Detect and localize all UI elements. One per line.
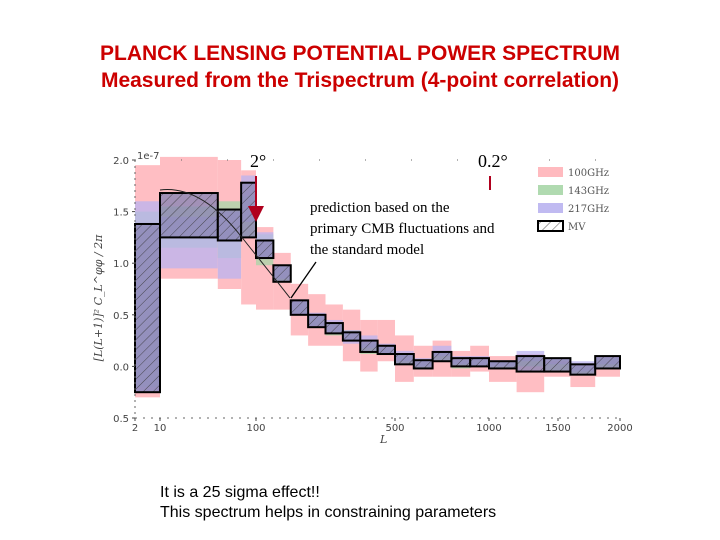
x-axis-label: L — [379, 433, 387, 446]
legend-swatch-1 — [538, 185, 563, 195]
mv-box-bin-9 — [341, 331, 362, 342]
legend-label-1: 143GHz — [568, 186, 609, 197]
mv-box-bin-17 — [488, 360, 518, 370]
legend-label-3: MV — [568, 222, 586, 233]
mv-box-bin-0 — [134, 222, 161, 394]
mv-box-bin-4 — [255, 239, 275, 260]
mv-box-bin-19 — [543, 357, 572, 373]
page-subtitle: Measured from the Trispectrum (4-point c… — [100, 69, 620, 92]
x-tick-label-5: 1500 — [545, 423, 570, 434]
footer-line-2: This spectrum helps in constraining para… — [160, 504, 497, 521]
legend-swatch-2 — [538, 203, 563, 213]
page-title: PLANCK LENSING POTENTIAL POWER SPECTRUM — [100, 42, 620, 65]
band-c100-bin-11 — [377, 319, 395, 362]
x-tick-label-3: 500 — [385, 423, 404, 434]
y-tick-label-2: 0.5 — [113, 311, 129, 322]
legend-label-2: 217GHz — [568, 204, 609, 215]
band-c217-bin-14 — [432, 345, 452, 357]
y-tick-label-1: 0.0 — [113, 362, 129, 373]
scale-2deg-label: 2° — [250, 151, 266, 171]
y-axis-label: [L(L+1)]² C_L^φφ / 2π — [92, 234, 105, 361]
mv-box-bin-11 — [376, 344, 396, 356]
mv-box-bin-1 — [159, 192, 219, 239]
y-tick-label-5: 2.0 — [113, 156, 129, 167]
y-tick-label-0: 0.5 — [113, 414, 129, 425]
prediction-pointer — [290, 261, 317, 299]
prediction-label-line-1: prediction based on the — [310, 200, 450, 216]
mv-box-bin-5 — [272, 264, 292, 283]
x-tick-label-4: 1000 — [476, 423, 501, 434]
prediction-label-line-3: the standard model — [310, 242, 424, 258]
y-tick-label-4: 1.5 — [113, 208, 129, 219]
mv-box-bin-13 — [412, 359, 434, 370]
mv-box-bin-18 — [515, 355, 546, 373]
mv-box-bin-8 — [324, 322, 344, 335]
x-tick-label-0: 2 — [132, 423, 138, 434]
mv-box-bin-21 — [594, 355, 622, 370]
legend-swatch-0 — [538, 167, 563, 177]
mv-box-bin-7 — [307, 313, 327, 329]
mv-box-bin-12 — [394, 353, 415, 366]
x-tick-label-2: 100 — [246, 423, 265, 434]
prediction-label-line-2: primary CMB fluctuations and — [310, 221, 495, 237]
legend-label-0: 100GHz — [568, 168, 609, 179]
mv-box-bin-14 — [431, 350, 453, 363]
mv-box-bin-3 — [240, 181, 257, 239]
y-exponent-label: 1e-7 — [137, 151, 160, 162]
mv-box-bin-6 — [289, 299, 310, 316]
y-tick-label-3: 1.0 — [113, 259, 129, 270]
footer-line-1: It is a 25 sigma effect!! — [160, 484, 320, 501]
x-tick-label-1: 10 — [154, 423, 167, 434]
x-tick-label-6: 2000 — [607, 423, 632, 434]
theory-curve — [159, 189, 291, 299]
legend-swatch-3 — [537, 220, 564, 232]
mv-box-bin-16 — [469, 357, 491, 368]
mv-box-bin-15 — [450, 357, 472, 368]
mv-box-bin-10 — [359, 339, 379, 353]
scale-02deg-label: 0.2° — [478, 151, 508, 171]
chart-legend: 100GHz 143GHz 217GHz MV — [537, 167, 609, 233]
prediction-label-background — [305, 190, 530, 260]
mv-box-bin-20 — [569, 363, 597, 376]
